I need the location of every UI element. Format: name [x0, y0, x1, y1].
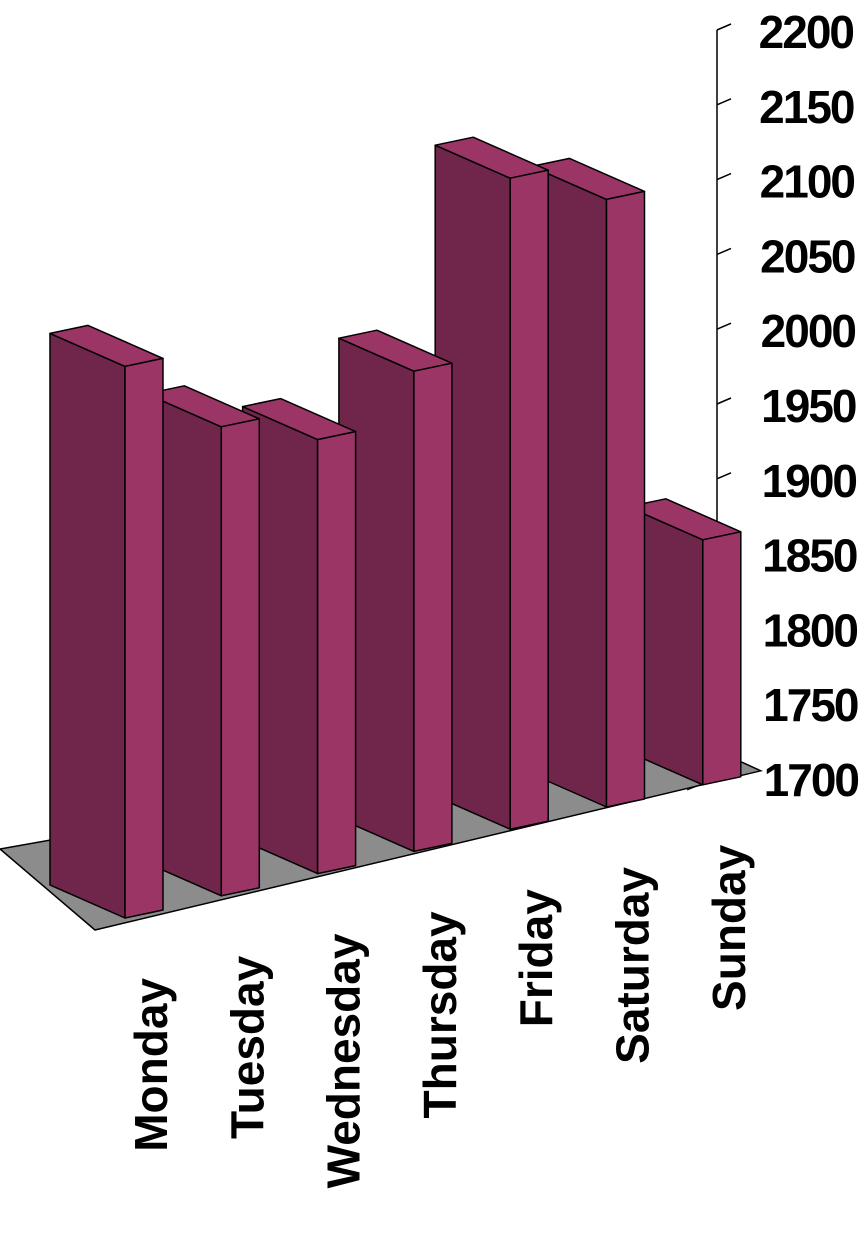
value-axis-tick [716, 23, 732, 31]
value-axis-tick [716, 172, 732, 181]
value-axis-tick-label: 2200 [759, 6, 854, 58]
bar-thursday [338, 329, 453, 853]
bar-saturday [530, 157, 646, 808]
value-axis-tick-label: 1900 [762, 455, 857, 507]
category-label: Friday [510, 889, 562, 1027]
bar-tuesday [145, 385, 261, 897]
value-axis: 1700 1750 1800 1850 1900 1950 2000 2050 2100 2150… [686, 6, 860, 806]
value-axis-tick-label: 1750 [763, 679, 858, 731]
bar-side-face [49, 332, 126, 919]
category-label: Monday [125, 978, 177, 1152]
bar-front-face [220, 418, 261, 897]
value-axis-tick [716, 322, 732, 330]
bar-wednesday [241, 397, 357, 875]
category-labels: Monday Tuesday Wednesday Thursday Friday Satu… [125, 844, 755, 1188]
value-axis-tick-label: 1700 [764, 754, 859, 806]
bar-front-face [316, 430, 357, 875]
bar-front-face [124, 357, 164, 919]
value-axis-tick-label: 2000 [761, 305, 856, 357]
value-axis-tick-label: 2150 [759, 81, 854, 133]
value-axis-tick-label: 2050 [760, 230, 855, 282]
value-axis-tick [716, 472, 732, 480]
bar-front-face [702, 531, 742, 786]
value-axis-tick [716, 397, 732, 405]
bar-monday [49, 324, 164, 919]
category-label: Thursday [414, 911, 466, 1118]
bar-friday [434, 136, 549, 830]
bar-front-face [509, 169, 549, 830]
category-label: Tuesday [221, 955, 273, 1139]
value-axis-tick-label: 2100 [760, 156, 855, 208]
bars-layer [49, 136, 742, 919]
category-label: Saturday [607, 867, 659, 1064]
category-label: Sunday [703, 844, 755, 1011]
value-axis-tick [716, 247, 732, 256]
bar-front-face [413, 362, 453, 853]
value-axis-tick-label: 1800 [763, 604, 858, 656]
value-axis-tick-label: 1850 [762, 530, 857, 582]
category-label: Wednesday [318, 933, 370, 1188]
value-axis-tick [716, 98, 732, 106]
value-axis-tick-label: 1950 [761, 380, 856, 432]
bar-front-face [605, 190, 646, 808]
